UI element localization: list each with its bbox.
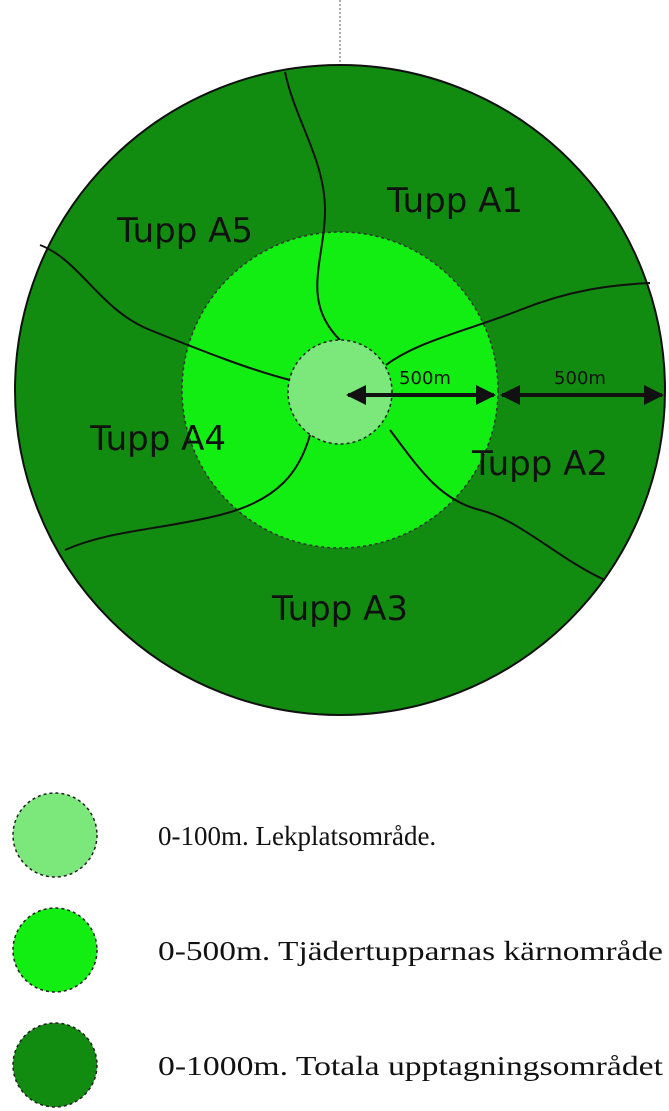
zone-label: Tupp A5 bbox=[116, 211, 253, 251]
legend-swatch bbox=[12, 792, 98, 878]
legend-label: 0-1000m. Totala upptagningsområdet bbox=[158, 1051, 664, 1081]
zone-label: Tupp A1 bbox=[386, 181, 523, 221]
legend-swatch bbox=[12, 907, 98, 993]
legend-label: 0-500m. Tjädertupparnas kärnområde bbox=[158, 936, 663, 966]
zone-label: Tupp A4 bbox=[89, 419, 226, 459]
zone-label: Tupp A2 bbox=[471, 444, 608, 484]
zone-label: Tupp A3 bbox=[271, 589, 408, 629]
legend-label: 0-100m. Lekplatsområde. bbox=[158, 821, 436, 851]
play-zone bbox=[287, 339, 393, 445]
legend-swatch bbox=[12, 1022, 98, 1108]
distance-label: 500m bbox=[399, 368, 451, 389]
distance-label: 500m bbox=[554, 368, 606, 389]
territory-borders bbox=[39, 71, 651, 581]
